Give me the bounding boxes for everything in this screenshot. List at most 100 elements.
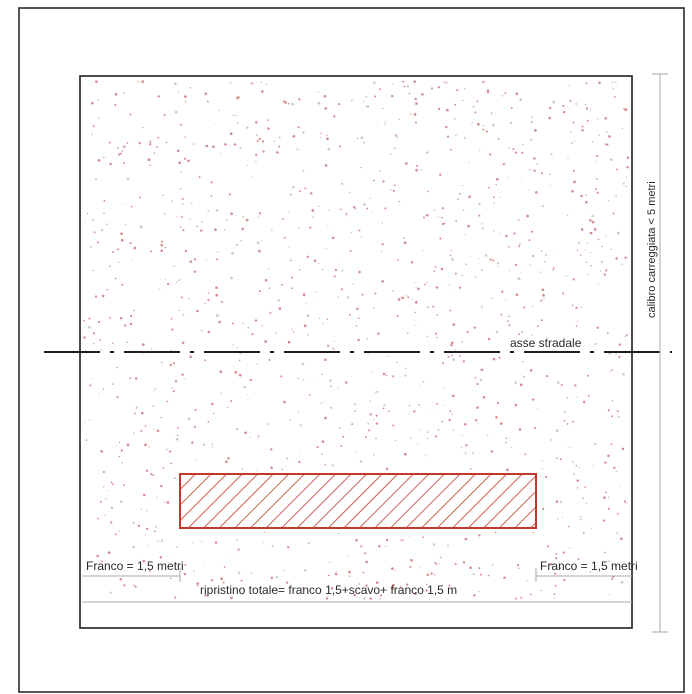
gravel-dot — [176, 434, 179, 437]
gravel-dot — [479, 378, 483, 382]
gravel-dot — [358, 317, 360, 320]
gravel-dot — [449, 309, 452, 312]
gravel-dot — [177, 91, 179, 93]
gravel-dot — [611, 578, 614, 581]
gravel-dot — [551, 250, 553, 252]
gravel-dot — [315, 291, 317, 293]
gravel-dot — [624, 108, 628, 112]
gravel-dot — [179, 123, 182, 126]
gravel-dot — [595, 161, 597, 163]
gravel-dot — [434, 435, 438, 438]
gravel-dot — [151, 348, 153, 350]
gravel-dot — [84, 221, 86, 223]
gravel-dot — [492, 259, 495, 262]
gravel-dot — [403, 452, 407, 456]
gravel-dot — [321, 402, 323, 405]
gravel-dot — [210, 579, 214, 582]
gravel-dot — [357, 338, 360, 342]
gravel-dot — [375, 422, 379, 425]
gravel-dot — [358, 583, 361, 585]
gravel-dot — [461, 341, 463, 343]
gravel-dot — [116, 366, 118, 369]
gravel-dot — [550, 152, 553, 156]
gravel-dot — [448, 284, 450, 286]
gravel-dot — [334, 268, 338, 272]
gravel-dot — [172, 362, 176, 365]
gravel-dot — [415, 102, 418, 105]
gravel-dot — [412, 81, 415, 84]
gravel-dot — [407, 296, 410, 299]
gravel-dot — [395, 135, 398, 138]
gravel-dot — [331, 464, 334, 467]
gravel-dot — [425, 583, 428, 586]
gravel-dot — [452, 358, 456, 362]
gravel-dot — [498, 356, 501, 359]
gravel-dot — [129, 242, 132, 245]
gravel-dot — [144, 425, 147, 427]
gravel-dot — [246, 394, 248, 396]
gravel-dot — [446, 108, 449, 112]
gravel-dot — [182, 203, 184, 205]
gravel-dot — [176, 546, 179, 548]
gravel-dot — [426, 281, 429, 284]
gravel-dot — [265, 83, 267, 86]
gravel-dot — [406, 85, 410, 88]
gravel-dot — [426, 431, 429, 434]
gravel-dot — [156, 497, 158, 499]
gravel-dot — [101, 228, 104, 232]
gravel-dot — [297, 227, 300, 229]
carriageway-width-label: calibro carreggiata < 5 metri — [646, 181, 658, 318]
gravel-dot — [610, 158, 613, 162]
gravel-dot — [284, 101, 287, 104]
gravel-dot — [307, 541, 310, 545]
gravel-dot — [204, 566, 206, 568]
gravel-dot — [337, 532, 340, 535]
gravel-dot — [589, 231, 593, 235]
gravel-dot — [342, 435, 345, 438]
gravel-dot — [251, 333, 254, 336]
gravel-dot — [169, 577, 172, 580]
gravel-dot — [108, 316, 111, 319]
gravel-dot — [584, 249, 586, 251]
gravel-dot — [617, 415, 620, 419]
gravel-dot — [581, 125, 584, 128]
gravel-dot — [184, 378, 186, 380]
gravel-dot — [167, 555, 169, 557]
gravel-dot — [334, 572, 338, 576]
gravel-dot — [574, 384, 577, 387]
gravel-dot — [489, 153, 492, 156]
gravel-dot — [471, 255, 473, 257]
gravel-dot — [598, 134, 601, 137]
gravel-dot — [193, 258, 197, 261]
gravel-dot — [477, 122, 480, 126]
gravel-dot — [560, 384, 563, 386]
gravel-dot — [345, 212, 348, 215]
gravel-dot — [278, 145, 281, 148]
gravel-dot — [552, 267, 555, 269]
gravel-dot — [298, 190, 301, 193]
gravel-dot — [528, 239, 531, 242]
gravel-dot — [324, 164, 328, 167]
gravel-dot — [258, 137, 261, 141]
gravel-dot — [521, 177, 523, 179]
gravel-dot — [234, 370, 238, 374]
gravel-dot — [590, 264, 592, 267]
gravel-dot — [540, 299, 543, 302]
gravel-dot — [501, 290, 504, 293]
gravel-dot — [575, 306, 578, 310]
gravel-dot — [534, 129, 537, 132]
gravel-dot — [547, 545, 550, 548]
gravel-dot — [607, 454, 610, 458]
gravel-dot — [84, 421, 86, 424]
gravel-dot — [607, 507, 610, 510]
gravel-dot — [232, 114, 235, 117]
gravel-dot — [391, 583, 395, 587]
gravel-dot — [373, 418, 375, 420]
gravel-dot — [134, 377, 138, 380]
gravel-dot — [521, 151, 524, 154]
gravel-dot — [205, 259, 207, 261]
gravel-dot — [356, 137, 359, 140]
gravel-dot — [458, 192, 462, 195]
gravel-dot — [181, 341, 185, 345]
gravel-dot — [132, 521, 135, 524]
